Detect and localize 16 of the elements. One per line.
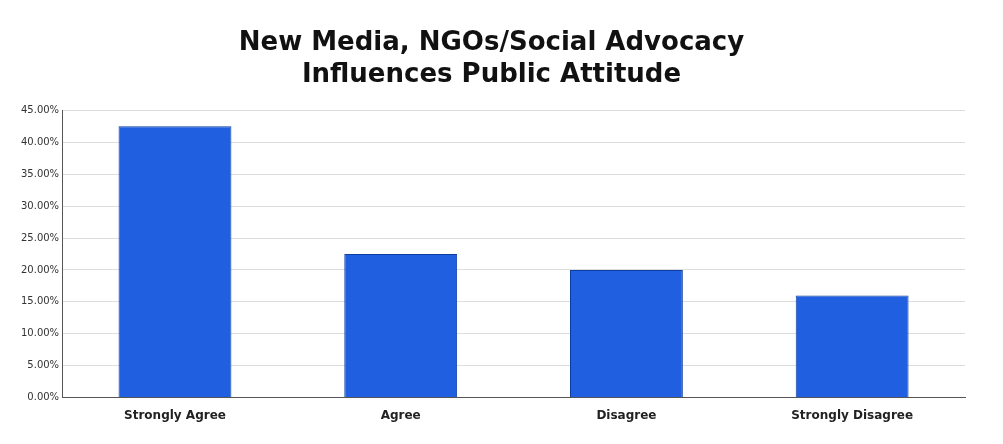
y-tick-label: 15.00% [20,295,60,307]
y-tick-label: 10.00% [20,327,60,339]
y-tick-label: 35.00% [20,167,60,179]
y-tick-label: 45.00% [20,103,60,115]
text: Influences Public Attitude [301,57,682,88]
text: New Media, NGOs/Social Advocacy [238,26,745,57]
y-tick-label: 40.00% [20,135,60,147]
y-tick-label: 25.00% [20,231,60,243]
x-tick-label: Strongly Agree [124,407,226,422]
y-tick-label: 0.00% [27,391,60,403]
y-tick-label: 5.00% [27,359,60,371]
x-tick-label: Strongly Disagree [791,407,914,422]
y-tick-label: 30.00% [20,199,60,211]
x-tick-label: Agree [380,407,421,422]
x-tick-label: Disagree [596,407,657,422]
y-tick-label: 20.00% [20,263,60,275]
